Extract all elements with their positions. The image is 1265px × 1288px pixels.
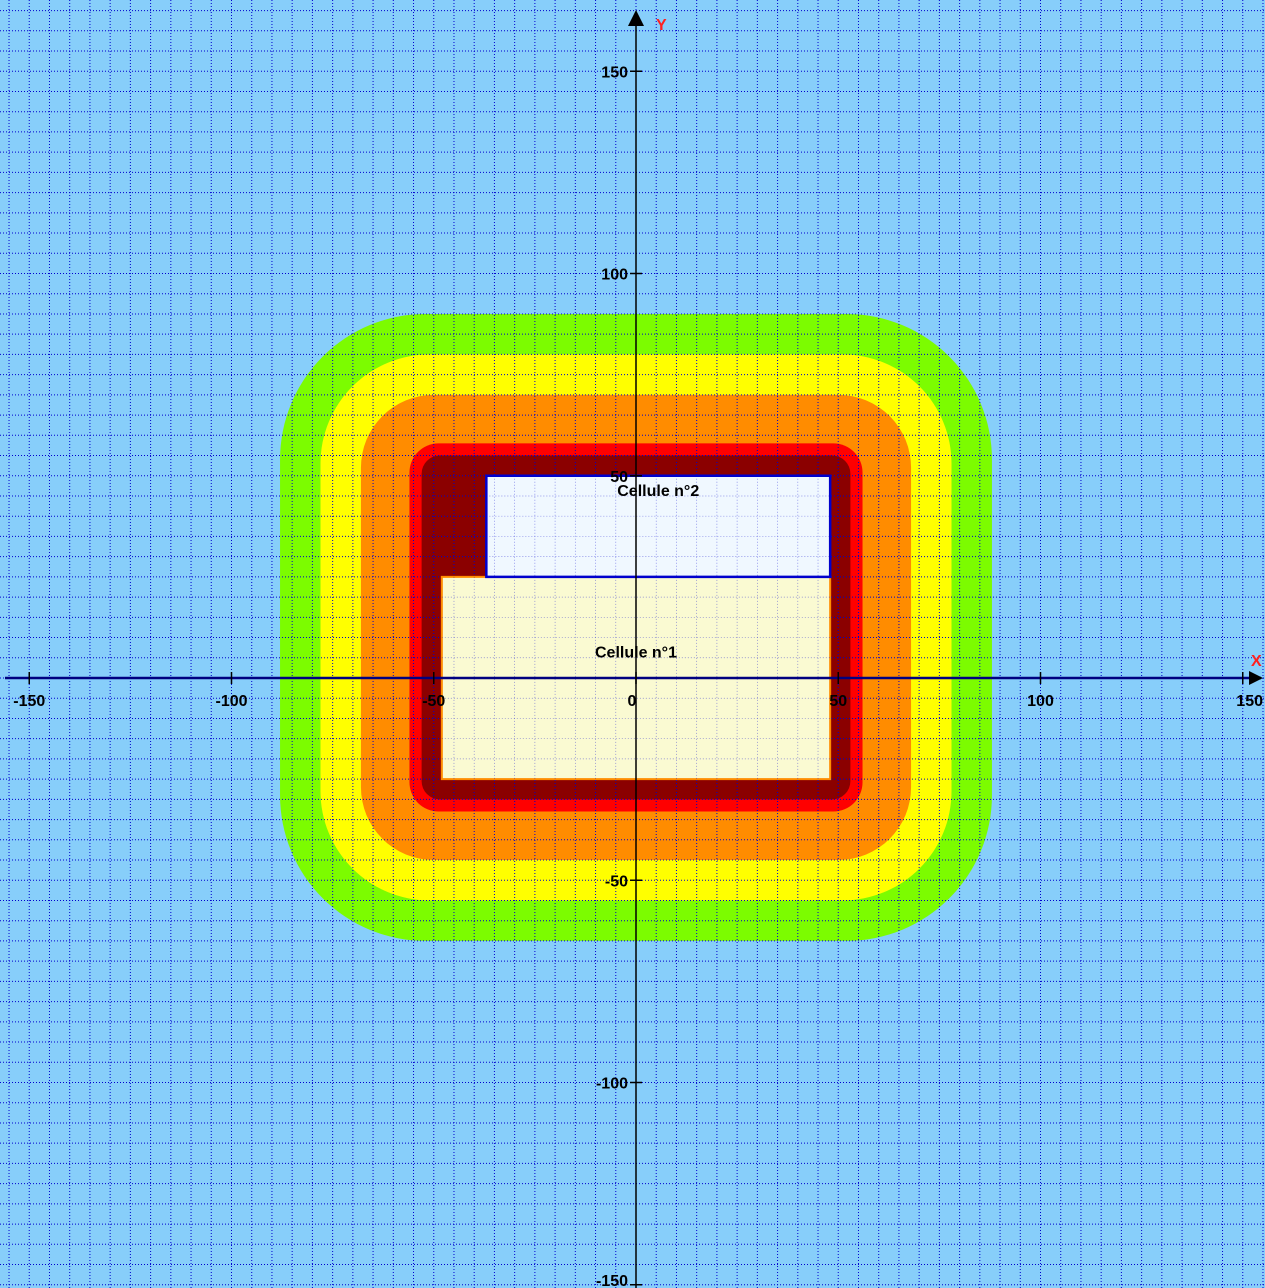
cell-1-label: Cellule n°1 bbox=[595, 645, 677, 662]
x-axis-arrow bbox=[1249, 671, 1263, 685]
x-tick-label: -150 bbox=[13, 693, 45, 710]
x-tick-label: 100 bbox=[1027, 693, 1054, 710]
y-axis-arrow bbox=[628, 10, 644, 26]
y-tick-label: 150 bbox=[601, 64, 628, 81]
x-tick-label: 50 bbox=[829, 693, 847, 710]
labels-layer: -150 -100 -50 0 50 100 150 150 100 50 -50 -100 -150 X… bbox=[13, 17, 1263, 1288]
y-tick-label: 100 bbox=[601, 267, 628, 284]
axes-layer bbox=[5, 10, 1263, 1288]
y-tick-label: -150 bbox=[596, 1273, 628, 1288]
x-tick-label: 150 bbox=[1236, 693, 1263, 710]
x-tick-label: -50 bbox=[422, 693, 445, 710]
y-axis-name: Y bbox=[656, 17, 667, 34]
y-tick-label: -100 bbox=[596, 1076, 628, 1093]
x-tick-label: 0 bbox=[628, 693, 637, 710]
cell-2-rect bbox=[485, 474, 832, 579]
cell-2-label: Cellule n°2 bbox=[617, 483, 699, 500]
x-axis-name: X bbox=[1251, 653, 1262, 670]
x-tick-label: -100 bbox=[215, 693, 247, 710]
y-tick-label: -50 bbox=[605, 873, 628, 890]
y-tick-label: 50 bbox=[610, 469, 628, 486]
